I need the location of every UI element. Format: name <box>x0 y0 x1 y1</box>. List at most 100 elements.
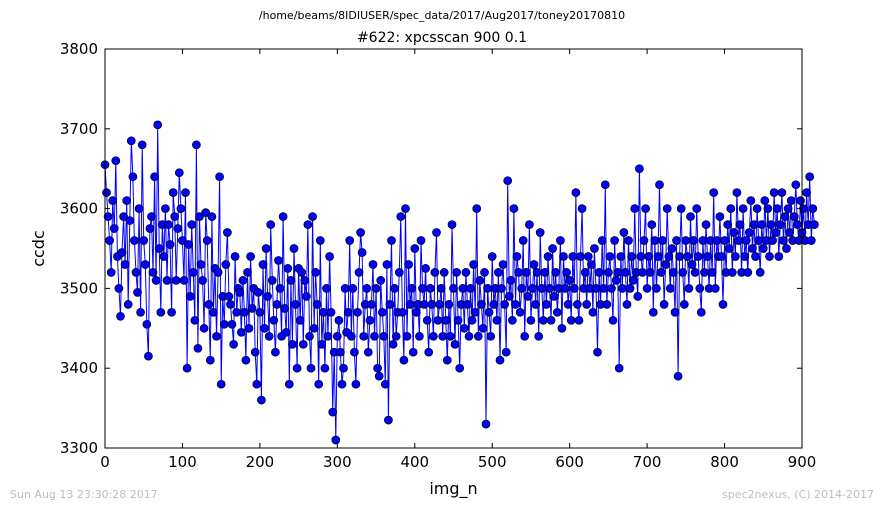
data-point <box>754 236 763 245</box>
data-point <box>374 371 384 381</box>
data-point <box>577 204 587 213</box>
data-point <box>560 284 570 293</box>
data-point <box>613 268 623 277</box>
data-point <box>475 276 485 285</box>
data-point <box>611 276 621 285</box>
data-point <box>232 307 242 317</box>
data-point <box>272 300 282 309</box>
data-point <box>298 339 308 349</box>
data-point <box>467 315 477 325</box>
data-point <box>625 284 635 293</box>
data-point <box>136 307 145 317</box>
data-point <box>540 268 550 277</box>
data-point <box>793 220 802 229</box>
data-point <box>367 300 376 309</box>
data-point <box>678 268 688 277</box>
data-point <box>227 319 237 329</box>
data-point <box>461 268 471 277</box>
data-point <box>532 268 542 277</box>
data-point <box>151 276 161 285</box>
data-point <box>221 260 231 269</box>
data-point <box>563 300 573 309</box>
data-point <box>398 307 407 317</box>
data-point <box>662 204 672 213</box>
data-point <box>707 268 717 277</box>
data-point <box>453 315 463 325</box>
data-point <box>661 260 671 269</box>
data-point <box>511 300 520 309</box>
data-point <box>153 120 163 130</box>
data-point <box>802 188 811 197</box>
data-point <box>181 188 190 197</box>
data-point <box>255 307 265 317</box>
data-point <box>382 260 392 269</box>
data-point <box>556 236 565 245</box>
data-point <box>642 284 652 293</box>
y-tick-label: 3600 <box>60 200 98 218</box>
data-point <box>264 331 274 341</box>
data-point <box>224 292 234 301</box>
data-point <box>687 260 697 269</box>
y-tick-label: 3300 <box>60 439 98 457</box>
data-point <box>315 236 325 245</box>
data-point <box>470 307 480 317</box>
data-point <box>782 244 791 253</box>
data-point <box>216 379 226 389</box>
data-point <box>568 252 578 261</box>
data-point <box>720 236 729 245</box>
data-point <box>303 220 313 229</box>
data-point <box>422 315 432 325</box>
data-point <box>633 292 643 301</box>
data-point <box>119 212 128 221</box>
data-point <box>170 212 180 221</box>
data-point <box>429 331 438 341</box>
data-point <box>709 188 719 197</box>
data-point <box>602 300 612 309</box>
data-point <box>196 260 206 269</box>
data-point <box>379 331 389 341</box>
data-point <box>165 240 175 249</box>
data-point <box>684 284 694 293</box>
data-point <box>783 204 793 213</box>
data-point <box>167 307 176 317</box>
data-point <box>504 292 514 301</box>
data-point <box>306 363 316 373</box>
data-point <box>284 379 294 389</box>
data-point <box>343 307 353 317</box>
data-point <box>538 315 548 325</box>
data-point <box>466 284 475 293</box>
tick-layer: 0 100 200 300 400 500 600 700 800 900 3300 3400 3500… <box>60 40 817 471</box>
data-point <box>430 268 440 277</box>
data-point <box>760 196 770 205</box>
data-point <box>548 244 557 253</box>
data-point <box>574 315 584 325</box>
data-point <box>610 236 619 245</box>
data-point <box>477 300 486 309</box>
data-point <box>588 307 598 317</box>
data-point <box>368 260 378 269</box>
data-point <box>566 315 576 325</box>
data-point <box>300 276 310 285</box>
data-point <box>436 284 446 293</box>
data-point <box>607 284 616 293</box>
data-point <box>212 331 221 341</box>
data-point <box>353 307 362 317</box>
data-point <box>545 284 554 293</box>
data-point <box>723 220 733 229</box>
data-point <box>195 212 204 221</box>
data-point <box>518 236 528 245</box>
data-point <box>636 252 646 261</box>
data-point <box>686 212 695 221</box>
data-point <box>459 323 469 333</box>
data-point <box>105 236 114 245</box>
data-point <box>503 176 513 186</box>
data-point <box>345 236 355 245</box>
data-point <box>213 268 223 277</box>
data-point <box>128 172 138 182</box>
data-point <box>384 415 393 425</box>
data-point <box>171 276 181 285</box>
data-point <box>752 204 762 213</box>
data-point <box>351 379 361 389</box>
data-point <box>729 228 739 237</box>
data-point <box>703 252 712 261</box>
